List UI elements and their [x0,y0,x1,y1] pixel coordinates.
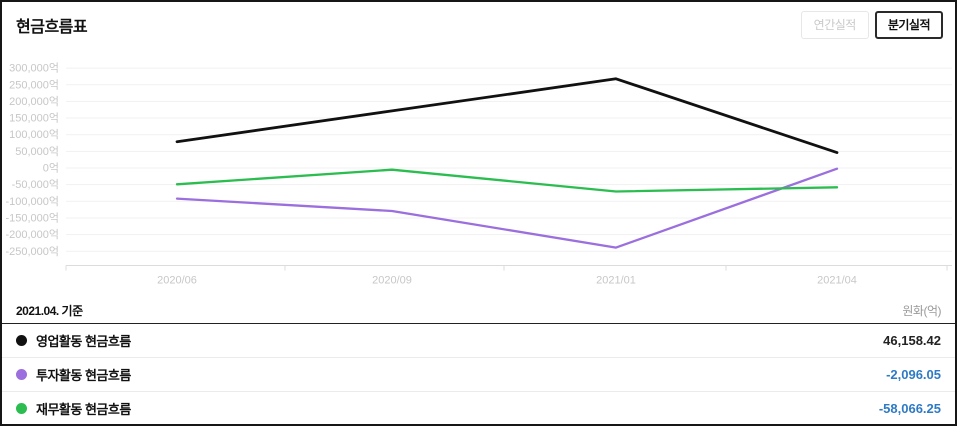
x-axis-tick-label: 2020/06 [157,275,197,287]
table-row-operating[interactable]: 영업활동 현금흐름 46,158.42 [2,324,955,358]
y-axis-tick-label: -200,000억 [5,228,59,241]
cashflow-chart-area: 300,000억 250,000억 200,000억 150,000억 100,000억… [2,52,955,297]
x-axis-tick-label: 2020/09 [372,275,412,287]
series-dot-black [16,335,27,346]
as-of-date-label: 2021.04. 기준 [16,303,83,318]
legend-table-area: 2021.04. 기준 원화(억) 영업활동 현금흐름 46,158.42 투자… [2,297,955,424]
row-label-text: 재무활동 현금흐름 [36,402,131,417]
row-label-financing: 재무활동 현금흐름 [16,399,131,418]
y-axis-tick-label: -150,000억 [5,211,59,224]
y-axis-tick-label: 0억 [43,162,59,175]
row-label-investing: 투자활동 현금흐름 [16,365,131,384]
row-value-operating: 46,158.42 [883,333,941,348]
row-label-text: 투자활동 현금흐름 [36,368,131,383]
series-dot-green [16,403,27,414]
table-row-investing[interactable]: 투자활동 현금흐름 -2,096.05 [2,358,955,392]
y-axis-tick-label: 200,000억 [9,95,59,108]
row-label-operating: 영업활동 현금흐름 [16,331,131,350]
quarterly-results-button[interactable]: 분기실적 [874,11,943,39]
line-series-2 [175,168,839,193]
y-axis-tick-label: -250,000억 [5,245,59,258]
series-dot-purple [16,369,27,380]
row-label-text: 영업활동 현금흐름 [36,334,131,349]
annual-results-button[interactable]: 연간실적 [800,11,869,39]
y-axis-tick-label: -100,000억 [5,195,59,208]
row-value-financing: -58,066.25 [878,401,941,416]
page-title: 현금흐름표 [16,19,88,36]
table-row-financing[interactable]: 재무활동 현금흐름 -58,066.25 [2,392,955,424]
x-axis-tick-label: 2021/01 [596,275,636,287]
y-axis-tick-label: 50,000억 [15,145,59,158]
table-meta-row: 2021.04. 기준 원화(억) [2,297,955,323]
currency-unit-label: 원화(억) [902,303,941,318]
x-axis-tick-label: 2021/04 [817,275,857,287]
y-axis-tick-label: 150,000억 [9,112,59,125]
line-series-1 [175,167,839,249]
row-value-investing: -2,096.05 [886,367,941,382]
period-toggle-group: 연간실적 분기실적 [800,11,943,39]
widget-header: 현금흐름표 연간실적 분기실적 [2,2,955,48]
y-axis-tick-label: 300,000억 [9,62,59,75]
y-axis-tick-label: -50,000억 [12,178,59,191]
y-axis-tick-label: 100,000억 [9,128,59,141]
cashflow-chart: 300,000억 250,000억 200,000억 150,000억 100,000억… [5,62,952,287]
y-axis-tick-label: 250,000억 [9,78,59,91]
line-series-0 [175,77,839,154]
legend-table: 영업활동 현금흐름 46,158.42 투자활동 현금흐름 -2,096.05 … [2,323,955,424]
